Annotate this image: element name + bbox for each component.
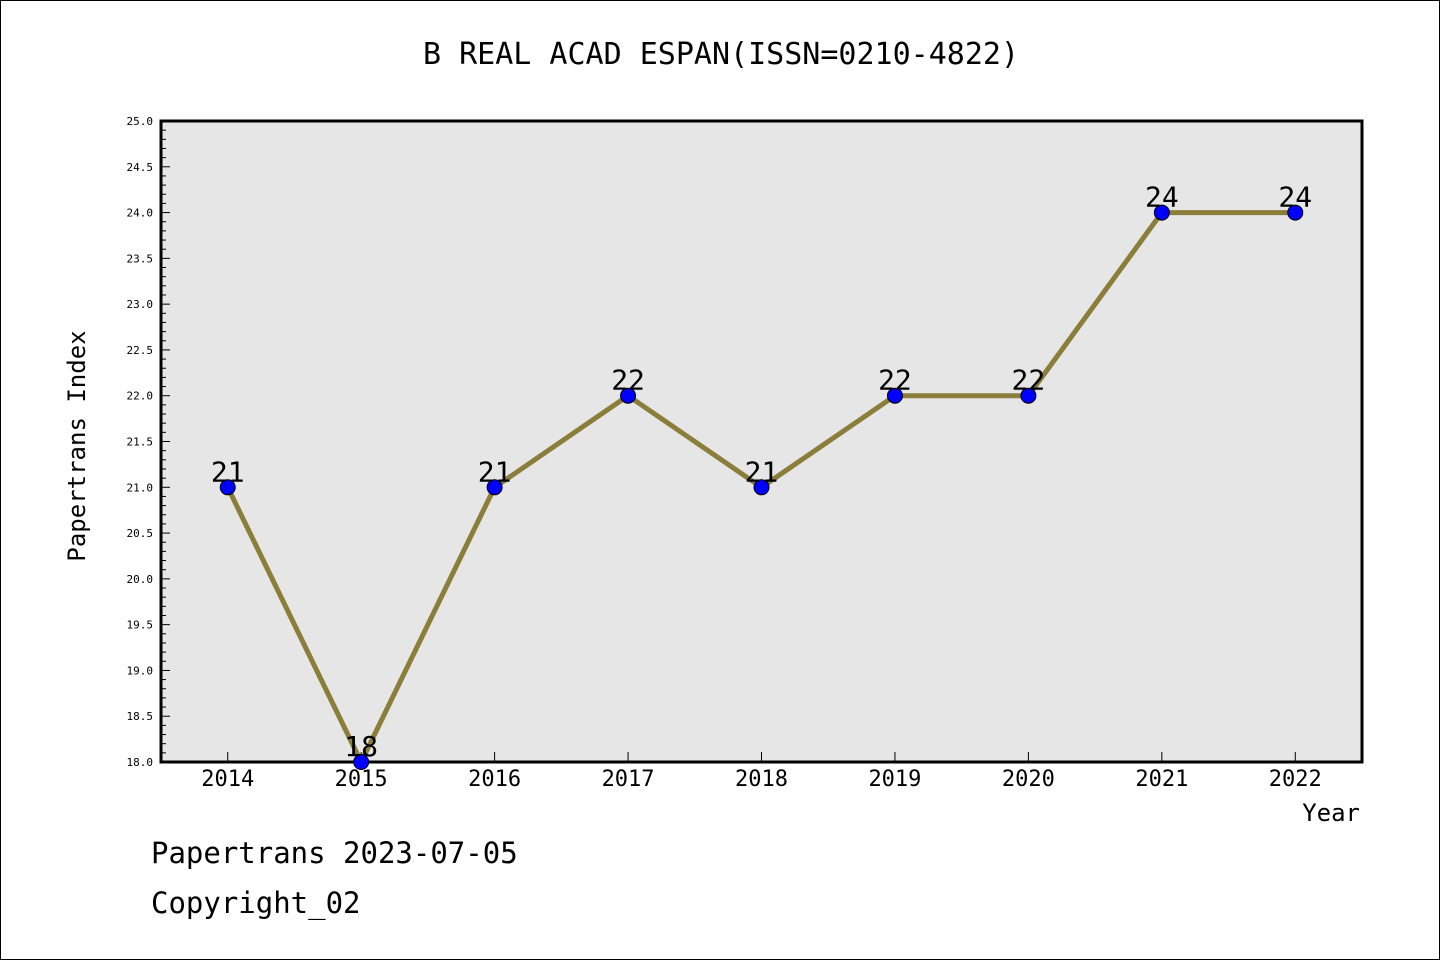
data-labels-layer: 21 18 21 22 21 22 22 24 24	[211, 181, 1312, 763]
y-tick-label: 21.5	[127, 436, 154, 449]
y-tick-label: 20.0	[127, 573, 154, 586]
footer-date: Papertrans 2023-07-05	[151, 836, 518, 870]
x-tick-label: 2021	[1135, 767, 1188, 792]
x-tick-label: 2017	[602, 767, 655, 792]
chart-title: B REAL ACAD ESPAN(ISSN=0210-4822)	[422, 37, 1020, 72]
data-label: 22	[611, 364, 645, 397]
y-tick-label: 23.5	[127, 252, 154, 265]
series-layer	[219, 204, 1304, 770]
data-point	[1153, 204, 1170, 221]
data-label: 24	[1145, 181, 1179, 214]
y-tick-label: 23.0	[127, 298, 154, 311]
y-tick-label: 24.0	[127, 207, 154, 220]
x-axis-label: Year	[1302, 799, 1360, 827]
y-axis-ticks: 18.0 18.5 19.0 19.5 20.0 20.5 21.0 21.5 22.0 22.5…	[127, 115, 170, 769]
y-axis-label: Papertrans Index	[63, 330, 91, 561]
data-label: 21	[211, 455, 245, 488]
y-tick-label: 22.0	[127, 390, 154, 403]
data-point	[1287, 204, 1304, 221]
x-axis-ticks: 2014 2015 2016 2017 2018 2019 2020 2021 2022	[201, 752, 1322, 792]
x-tick-label: 2015	[335, 767, 388, 792]
x-tick-label: 2016	[468, 767, 521, 792]
data-label: 18	[344, 730, 378, 763]
x-tick-label: 2020	[1002, 767, 1055, 792]
data-label: 22	[878, 364, 912, 397]
x-tick-label: 2019	[868, 767, 921, 792]
y-tick-label: 25.0	[127, 115, 154, 128]
footer-copyright: Copyright_02	[151, 886, 361, 920]
y-tick-label: 21.0	[127, 481, 154, 494]
y-tick-label: 18.0	[127, 756, 154, 769]
data-label: 21	[478, 455, 512, 488]
data-point	[753, 479, 770, 496]
data-point	[219, 479, 236, 496]
data-point	[1020, 387, 1037, 404]
y-tick-label: 19.0	[127, 664, 154, 677]
data-point	[353, 754, 370, 770]
data-label: 21	[745, 455, 779, 488]
plot-area	[159, 119, 1364, 764]
x-tick-label: 2018	[735, 767, 788, 792]
data-label: 24	[1278, 181, 1312, 214]
y-tick-label: 22.5	[127, 344, 154, 357]
y-tick-label: 24.5	[127, 161, 154, 174]
data-point	[886, 387, 903, 404]
x-tick-label: 2022	[1269, 767, 1322, 792]
x-tick-label: 2014	[201, 767, 254, 792]
y-tick-label: 19.5	[127, 619, 154, 632]
y-tick-label: 18.5	[127, 710, 154, 723]
data-point	[486, 479, 503, 496]
y-tick-label: 20.5	[127, 527, 154, 540]
data-point	[620, 387, 637, 404]
data-label: 22	[1012, 364, 1046, 397]
